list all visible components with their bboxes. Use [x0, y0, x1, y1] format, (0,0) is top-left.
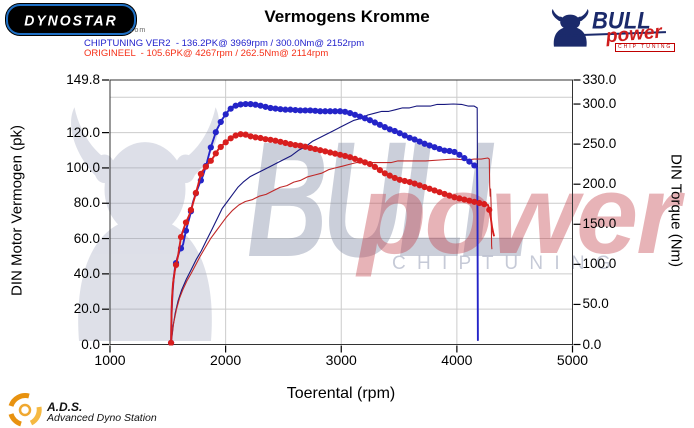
curves — [167, 100, 496, 346]
curve-chiptuning_power — [170, 103, 479, 342]
curve-origineel_power — [170, 157, 493, 343]
ads-swirl-icon — [8, 393, 42, 427]
watermark-bull-text: BULL — [247, 106, 524, 291]
bullpower-logo-bull-icon — [551, 8, 589, 47]
watermark-chiptuning-text: C H I P T U N I N G — [392, 253, 614, 274]
markers-origineel_torque — [167, 131, 493, 346]
axes — [102, 79, 581, 353]
bull-watermark-icon — [71, 107, 219, 341]
markers-chiptuning_torque — [167, 100, 478, 346]
watermark-power-text: power — [355, 152, 685, 277]
watermark-layer: BULL power C H I P T U N I N G — [71, 106, 687, 341]
